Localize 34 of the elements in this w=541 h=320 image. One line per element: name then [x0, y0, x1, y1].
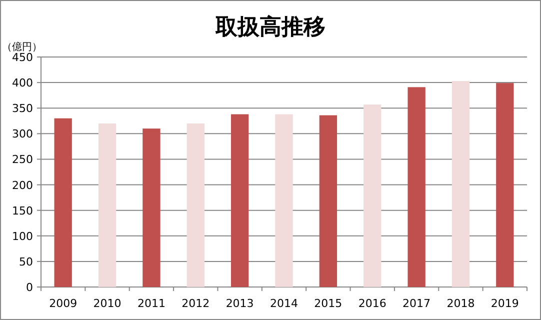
y-tick-label: 250	[12, 153, 33, 166]
bar	[319, 115, 338, 287]
x-tick-label: 2016	[358, 297, 386, 310]
bar	[142, 128, 160, 287]
y-tick-label: 450	[12, 51, 33, 64]
x-tick-label: 2018	[446, 297, 475, 310]
x-tick-label: 2015	[314, 297, 342, 310]
bar	[186, 123, 204, 287]
x-tick-label: 2019	[490, 297, 519, 310]
bar	[275, 114, 293, 287]
y-tick-label: 0	[26, 281, 33, 294]
y-tick-label: 50	[19, 255, 33, 268]
x-tick-label: 2011	[137, 297, 166, 310]
y-tick-label: 300	[12, 128, 33, 141]
bar	[230, 114, 249, 287]
y-tick-label: 400	[12, 76, 33, 90]
x-tick-label: 2017	[402, 297, 431, 310]
bar	[496, 83, 514, 287]
chart-title: 取扱高推移	[214, 14, 326, 40]
x-tick-label: 2009	[49, 297, 78, 310]
y-tick-label: 150	[12, 204, 33, 218]
x-tick-label: 2010	[93, 297, 122, 310]
x-tick-label: 2012	[182, 297, 210, 310]
y-tick-label: 350	[12, 102, 33, 116]
y-tick-label: 200	[12, 178, 33, 192]
bar	[408, 87, 426, 287]
bar	[54, 118, 72, 287]
x-tick-label: 2014	[270, 297, 298, 310]
y-tick-label: 100	[12, 230, 33, 243]
bar	[98, 123, 116, 287]
y-axis-title: （億円）	[2, 41, 42, 53]
bar	[364, 104, 382, 287]
x-tick-label: 2013	[226, 297, 254, 310]
bar	[452, 81, 470, 287]
